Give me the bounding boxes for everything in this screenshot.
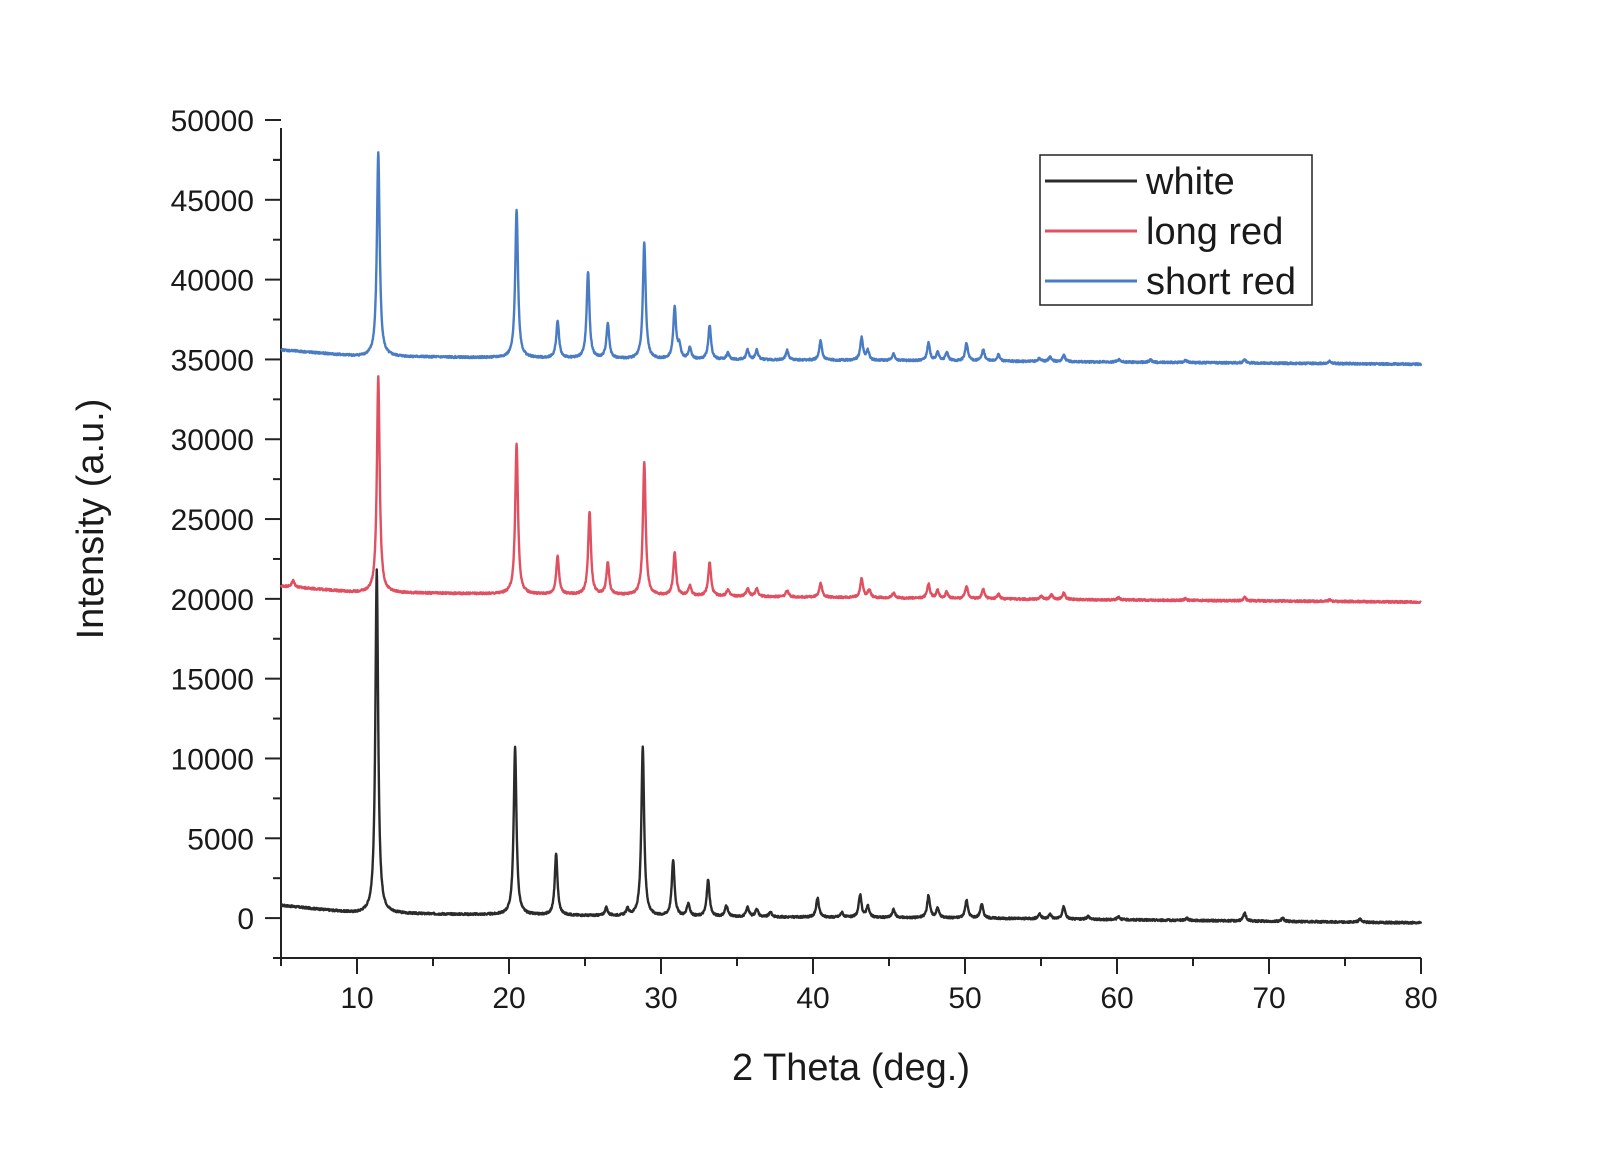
y-tick-label: 15000 (171, 664, 254, 697)
x-tick-label: 30 (644, 982, 677, 1015)
y-tick-label: 35000 (171, 344, 254, 377)
series-line-white (280, 568, 1423, 925)
y-tick-label: 30000 (171, 424, 254, 457)
x-tick-label: 10 (340, 982, 373, 1015)
y-axis-title: Intensity (a.u.) (70, 399, 112, 640)
y-tick-label: 25000 (171, 504, 254, 537)
x-tick-label: 60 (1100, 982, 1133, 1015)
y-tick-label: 50000 (171, 105, 254, 138)
legend-label: short red (1146, 261, 1296, 303)
y-tick-label: 0 (237, 903, 254, 936)
x-axis-title: 2 Theta (deg.) (732, 1047, 970, 1089)
y-tick-label: 10000 (171, 743, 254, 776)
series-line-long-red (279, 375, 1422, 605)
x-tick-label: 50 (948, 982, 981, 1015)
x-tick-label: 70 (1252, 982, 1285, 1015)
y-tick-label: 5000 (187, 823, 254, 856)
axes: 0 5000 10000 15000 20000 25000 30000 35000 40000… (171, 105, 1438, 1015)
series-group (279, 151, 1423, 925)
legend-label: long red (1146, 211, 1283, 253)
x-tick-label: 40 (796, 982, 829, 1015)
legend-label: white (1145, 161, 1235, 203)
x-tick-label: 80 (1404, 982, 1437, 1015)
y-tick-label: 40000 (171, 265, 254, 298)
y-tick-label: 20000 (171, 584, 254, 617)
x-tick-label: 20 (492, 982, 525, 1015)
y-tick-label: 45000 (171, 185, 254, 218)
legend: white long red short red (1039, 154, 1313, 306)
series-line-short-red (280, 151, 1423, 367)
